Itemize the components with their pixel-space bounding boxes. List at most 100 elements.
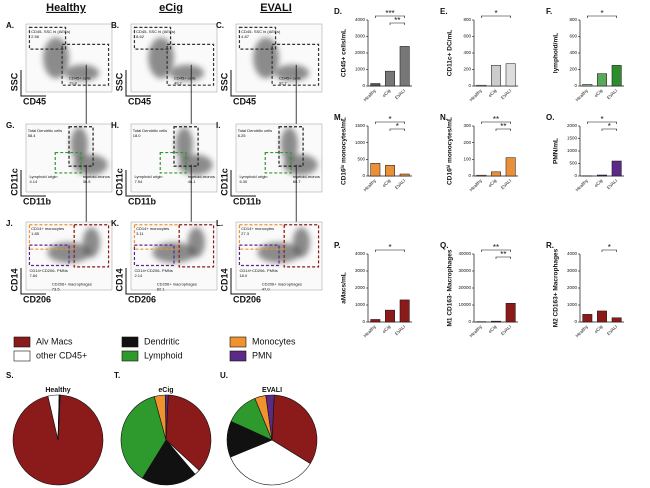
- x-tick-label: eCig: [593, 88, 603, 98]
- x-tick-label: eCig: [381, 88, 391, 98]
- significance-label: **: [493, 115, 499, 124]
- gate-value: 48.1: [188, 179, 197, 184]
- y-axis-label: CD11c: [219, 168, 229, 196]
- significance-bracket: [495, 128, 511, 131]
- bar: [399, 299, 410, 323]
- gate-label: CD45- SSC hi (AECs): [136, 29, 176, 34]
- x-tick-label: eCig: [381, 178, 391, 188]
- gate-label: CD14+ monocytes: [241, 226, 274, 231]
- y-tick-label: 1500: [355, 123, 366, 128]
- gate-label: CD14+ monocytes: [136, 226, 169, 231]
- gate: [54, 151, 82, 174]
- density: [274, 64, 310, 82]
- bar: [505, 303, 516, 323]
- x-tick-label: EVALI: [500, 88, 512, 100]
- gate-label: Lymphoid origin: [239, 174, 267, 179]
- legend-label: Dendritic: [144, 336, 180, 346]
- bar: [582, 84, 593, 87]
- column-header: Healthy: [46, 2, 87, 14]
- axis: [20, 70, 46, 97]
- y-tick-label: 400: [463, 50, 471, 55]
- bar: [491, 171, 501, 177]
- y-tick-label: 1000: [355, 140, 366, 145]
- gate-label: myeloid-monos: [293, 174, 320, 179]
- y-tick-label: 200: [569, 67, 577, 72]
- bar: [597, 174, 607, 177]
- x-axis-label: CD206: [233, 294, 261, 304]
- y-axis-label: CD11c+ DC/mL: [447, 30, 454, 76]
- y-tick-label: 3000: [355, 34, 366, 39]
- x-tick-label: Healthy: [363, 177, 378, 192]
- panel-letter: U.: [220, 371, 228, 380]
- panel-letter: I.: [216, 121, 220, 130]
- x-tick-label: eCig: [487, 178, 497, 188]
- significance-label: ***: [385, 9, 394, 18]
- panel-letter: Q.: [440, 241, 448, 250]
- gate: [283, 224, 320, 268]
- bar: [370, 319, 381, 323]
- panel-letter: D.: [334, 7, 342, 16]
- y-tick-label: 1500: [567, 136, 578, 141]
- y-tick-label: 30000: [458, 268, 471, 273]
- y-axis-label: CD16ʰⁱ monocytes/mL: [445, 117, 454, 185]
- legend-label: Monocytes: [252, 336, 296, 346]
- y-tick-label: 20000: [458, 285, 471, 290]
- panel-letter: C.: [216, 21, 224, 30]
- significance-bracket: [587, 15, 617, 18]
- significance-label: *: [608, 122, 611, 131]
- gate-label: CD45+ cells: [279, 75, 301, 80]
- y-tick-label: 0: [574, 173, 577, 178]
- y-axis-label: SSC: [114, 72, 124, 91]
- gate: [166, 43, 215, 86]
- significance-bracket: [601, 128, 617, 131]
- gate-value: 27.3: [241, 231, 250, 236]
- x-tick-label: eCig: [593, 324, 603, 334]
- bar: [505, 63, 516, 87]
- y-tick-label: 0: [362, 83, 365, 88]
- gate-value: 2.14: [134, 273, 143, 278]
- x-tick-label: eCig: [593, 178, 603, 188]
- gate-value: 8.62: [136, 34, 145, 39]
- y-tick-label: 100: [463, 157, 471, 162]
- gate-label: myeloid-monos: [188, 174, 215, 179]
- bar: [370, 163, 381, 177]
- panel-letter: N.: [440, 113, 448, 122]
- axis: [230, 70, 256, 97]
- bar: [399, 46, 410, 87]
- y-tick-label: 1000: [567, 148, 578, 153]
- legend-label: PMN: [252, 350, 272, 360]
- y-tick-label: 3000: [355, 268, 366, 273]
- bar: [597, 73, 607, 87]
- gate-value: 4.87: [241, 34, 250, 39]
- gate-value: 1.85: [31, 231, 40, 236]
- pie-slice: [265, 394, 275, 441]
- gate-value: 47.0: [262, 287, 271, 292]
- y-axis-label: PMN/mL: [553, 138, 560, 164]
- x-axis-label: CD206: [23, 294, 51, 304]
- y-axis-label: CD16ˡᵒ monocytes/mL: [341, 117, 348, 185]
- y-axis-label: CD14: [114, 268, 124, 291]
- bar: [385, 70, 395, 87]
- column-header: eCig: [159, 2, 183, 14]
- significance-bracket: [481, 121, 511, 124]
- y-tick-label: 1000: [567, 302, 578, 307]
- significance-label: **: [493, 243, 499, 252]
- panel-letter: P.: [334, 241, 341, 250]
- pie-title: Healthy: [45, 387, 70, 394]
- gate-value: 58.4: [28, 133, 37, 138]
- gate-label: CD206+ macrophages: [157, 282, 197, 287]
- x-tick-label: eCig: [381, 324, 391, 334]
- gate-value: 4.14: [29, 179, 38, 184]
- gate: [61, 43, 110, 86]
- axis: [230, 170, 256, 197]
- y-axis-label: SSC: [219, 72, 229, 91]
- x-tick-label: Healthy: [469, 323, 484, 338]
- panel-letter: T.: [114, 371, 120, 380]
- x-tick-label: Healthy: [575, 87, 590, 102]
- y-axis-label: M2 CD163+ Macrophages: [553, 248, 560, 327]
- x-tick-label: Healthy: [575, 323, 590, 338]
- y-axis-label: CD14: [219, 268, 229, 291]
- gate-value: 3.11: [136, 231, 144, 236]
- density: [64, 64, 100, 82]
